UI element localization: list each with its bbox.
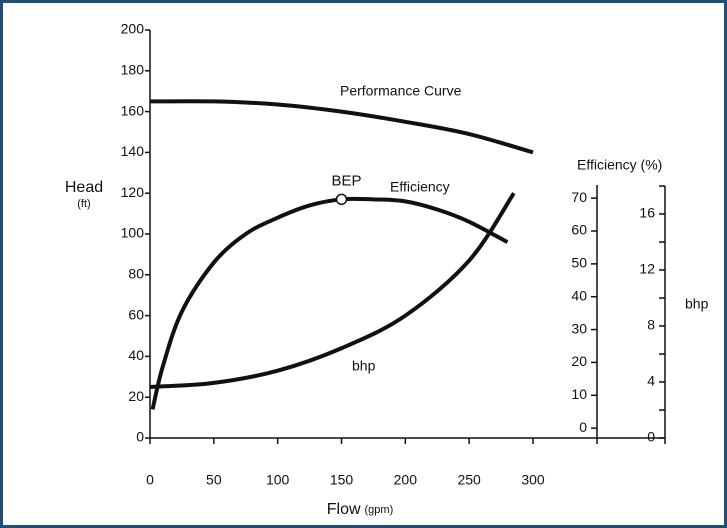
y-tick-label: 20 [128,388,144,404]
bhp_axis-tick-label: 12 [639,261,655,277]
series-line [150,196,509,410]
series-label: Efficiency [390,179,450,195]
x-axis-title: Flow (gpm) [327,501,394,518]
series-label: Performance Curve [340,83,462,99]
x-tick-label: 0 [146,472,154,488]
x-tick-label: 100 [266,472,290,488]
y-tick-label: 40 [128,347,144,363]
y-tick-label: 100 [121,225,145,241]
bep-marker [335,193,348,206]
y-tick-label: 120 [121,184,145,200]
y-tick-label: 60 [128,306,144,322]
y-axis-unit: (ft) [77,198,90,210]
efficiency_axis-title: Efficiency (%) [577,157,662,173]
efficiency_axis-tick-label: 60 [571,222,587,238]
efficiency_axis-tick-label: 30 [571,320,587,336]
efficiency_axis-tick-label: 40 [571,287,587,303]
efficiency_axis-tick-label: 10 [571,386,587,402]
x-axis-label: Flow [327,501,361,518]
efficiency_axis-tick-label: 20 [571,353,587,369]
bhp_axis-tick-label: 16 [639,205,655,221]
bhp_axis-tick-label: 4 [647,373,655,389]
y-axis-title: Head [65,179,103,196]
efficiency_axis-tick-label: 70 [571,189,587,205]
efficiency_axis-tick-label: 50 [571,255,587,271]
x-tick-label: 200 [394,472,418,488]
series-line [149,99,534,155]
bhp_axis-tick-label: 0 [647,429,655,445]
efficiency_axis-tick-label: 0 [579,419,587,435]
x-tick-label: 250 [457,472,481,488]
y-tick-label: 0 [136,429,144,445]
series-label: bhp [352,358,376,374]
bep-label: BEP [332,172,362,189]
x-axis-unit: (gpm) [365,504,394,516]
x-tick-label: 300 [521,472,545,488]
y-tick-label: 140 [121,143,145,159]
x-tick-label: 150 [330,472,354,488]
bhp_axis-title: bhp [685,296,709,312]
series-line [149,192,516,389]
y-tick-label: 180 [121,62,145,78]
y-tick-label: 160 [121,102,145,118]
y-tick-label: 80 [128,266,144,282]
bhp_axis-tick-label: 8 [647,317,655,333]
x-tick-label: 50 [206,472,222,488]
y-tick-label: 200 [121,21,145,37]
